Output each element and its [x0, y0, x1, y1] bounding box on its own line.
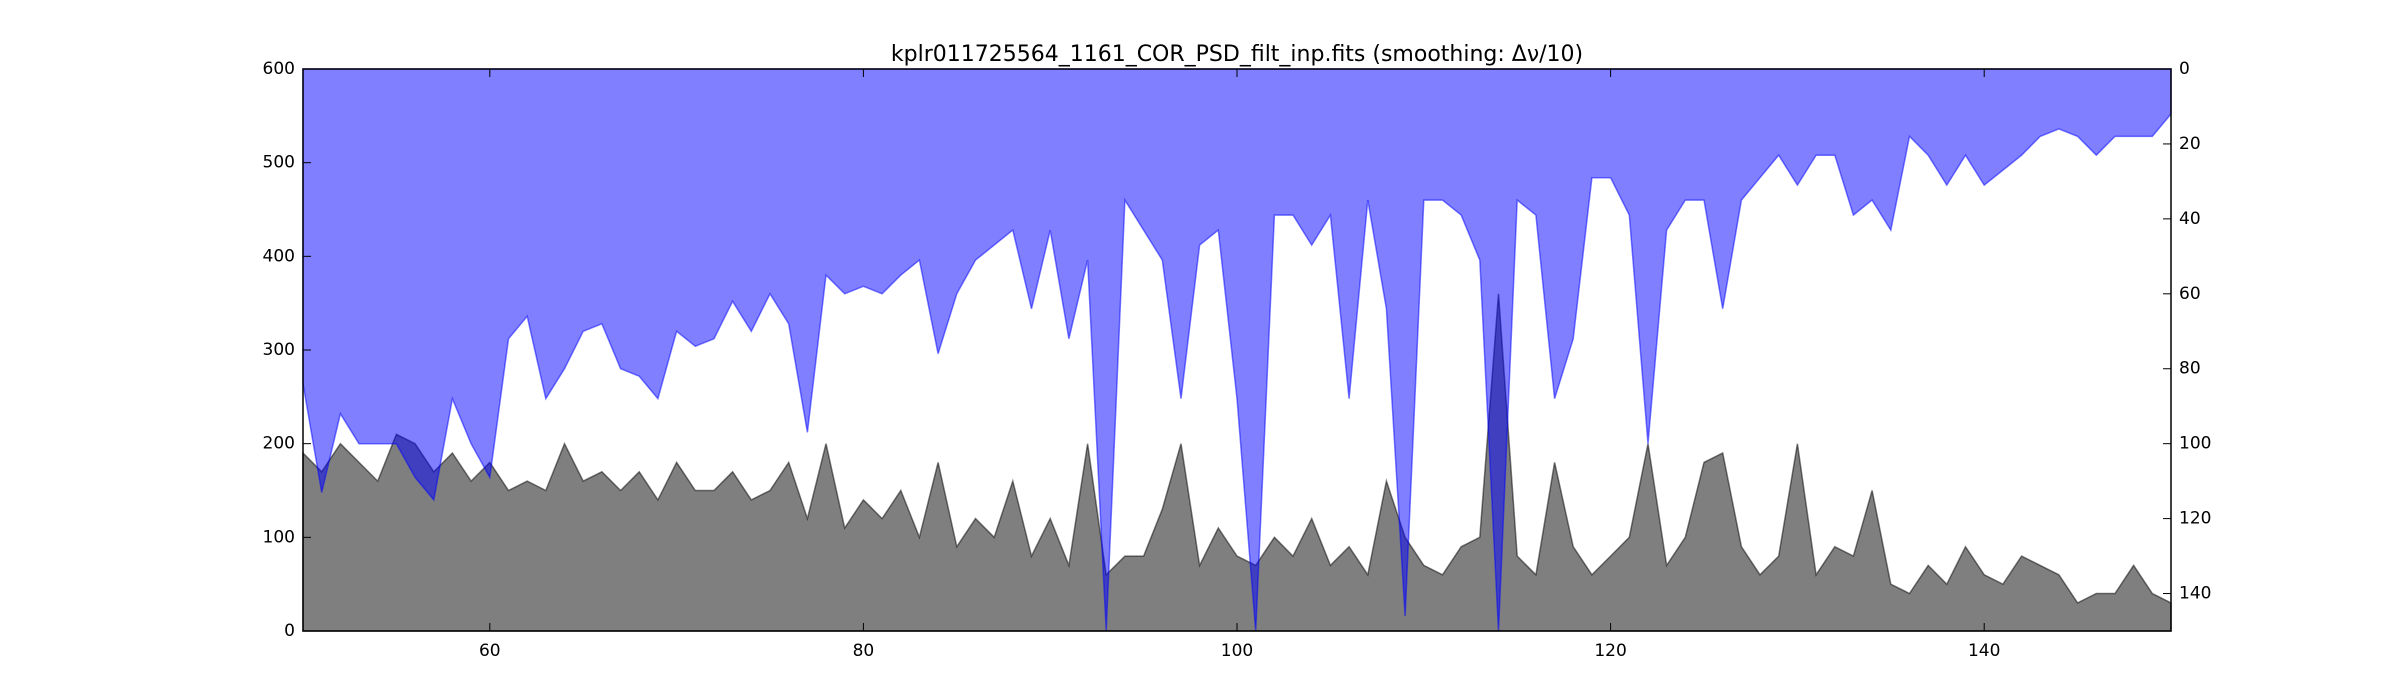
y2-tick-label: 20	[2179, 134, 2201, 154]
chart-title: kplr011725564_1161_COR_PSD_filt_inp.fits…	[891, 42, 1583, 67]
x-tick-label: 120	[1594, 641, 1626, 661]
y-tick-label: 100	[263, 527, 295, 547]
y2-tick-label: 80	[2179, 359, 2201, 379]
y-tick-label: 400	[263, 246, 295, 266]
x-tick-label: 100	[1221, 641, 1253, 661]
y-tick-label: 500	[263, 153, 295, 173]
y2-tick-label: 140	[2179, 584, 2211, 604]
y-tick-label: 300	[263, 340, 295, 360]
y2-tick-label: 120	[2179, 509, 2211, 529]
x-tick-label: 80	[853, 641, 875, 661]
y2-tick-label: 100	[2179, 434, 2211, 454]
y2-tick-label: 40	[2179, 209, 2201, 229]
x-tick-label: 60	[479, 641, 501, 661]
y2-tick-label: 0	[2179, 59, 2190, 79]
y-tick-label: 0	[284, 621, 295, 641]
y2-tick-label: 60	[2179, 284, 2201, 304]
x-tick-label: 140	[1968, 641, 2000, 661]
area	[302, 293, 2172, 632]
area	[302, 68, 2172, 632]
y-tick-label: 600	[263, 59, 295, 79]
y-tick-label: 200	[263, 434, 295, 454]
